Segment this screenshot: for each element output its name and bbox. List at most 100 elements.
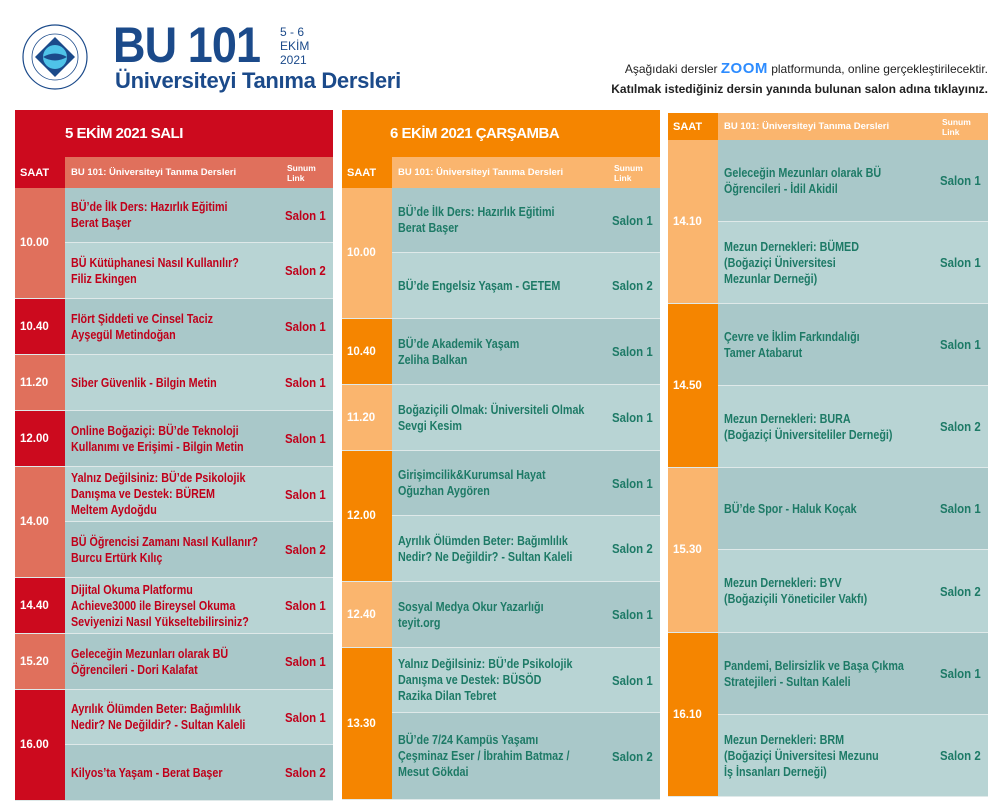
salon-link[interactable]: Salon 1 [612, 410, 660, 425]
salon-link-label[interactable]: Salon 1 [612, 410, 653, 425]
session-row[interactable]: BÜ Kütüphanesi Nasıl Kullanılır? Filiz Ek… [65, 243, 333, 298]
session-title-line: Nedir? Ne Değildir? - Sultan Kaleli [398, 549, 573, 564]
salon-link-label[interactable]: Salon 1 [940, 501, 981, 516]
salon-link[interactable]: Salon 2 [285, 765, 333, 780]
salon-link[interactable]: Salon 1 [612, 673, 660, 688]
salon-link[interactable]: Salon 1 [285, 598, 333, 613]
salon-link[interactable]: Salon 2 [285, 263, 333, 278]
session-title-line: BÜ’de Engelsiz Yaşam - GETEM [398, 278, 561, 293]
salon-link-label[interactable]: Salon 2 [612, 278, 653, 293]
session-row[interactable]: Sosyal Medya Okur Yazarlığı teyit.org Salo… [392, 582, 660, 647]
salon-link-label[interactable]: Salon 2 [285, 542, 326, 557]
slot-time: 13.30 [342, 648, 392, 799]
session-row[interactable]: Çevre ve İklim Farkındalığı Tamer Atabaru… [718, 304, 988, 386]
salon-link-label[interactable]: Salon 1 [612, 475, 653, 491]
session-row[interactable]: Ayrılık Ölümden Beter: Bağımlılık Nedir? … [392, 516, 660, 581]
session-row[interactable]: BÜ’de Engelsiz Yaşam - GETEM Salon 2 [392, 253, 660, 318]
session-row[interactable]: Boğaziçili Olmak: Üniversiteli Olmak Sevg… [392, 385, 660, 450]
table-header: SAAT BU 101: Üniversiteyi Tanıma Dersleri… [342, 157, 660, 188]
salon-link-label[interactable]: Salon 1 [285, 709, 326, 725]
salon-link-label[interactable]: Salon 2 [612, 541, 653, 556]
time-slot: 13.30 Yalnız Değilsiniz: BÜ’de Psikolojik… [342, 648, 660, 800]
page-subtitle: Üniversiteyi Tanıma Dersleri [115, 68, 401, 93]
salon-link-label[interactable]: Salon 2 [940, 419, 981, 434]
session-row[interactable]: Dijital Okuma Platformu Achieve3000 ile B… [65, 578, 333, 633]
salon-link-label[interactable]: Salon 1 [940, 255, 981, 270]
time-slot: 16.00 Ayrılık Ölümden Beter: Bağımlılık Ne… [15, 690, 333, 801]
salon-link[interactable]: Salon 2 [285, 542, 333, 557]
session-row[interactable]: BÜ’de Spor - Haluk Koçak Salon 1 [718, 468, 988, 550]
header-link-line: Link [287, 172, 305, 183]
salon-link[interactable]: Salon 1 [940, 255, 988, 270]
salon-link[interactable]: Salon 1 [940, 337, 988, 352]
salon-link-label[interactable]: Salon 2 [285, 765, 326, 780]
salon-link-label[interactable]: Salon 2 [612, 748, 653, 764]
session-row[interactable]: Girişimcilik&Kurumsal Hayat Oğuzhan Aygör… [392, 451, 660, 516]
salon-link-label[interactable]: Salon 1 [285, 375, 326, 390]
salon-link-label[interactable]: Salon 2 [940, 748, 981, 763]
session-row[interactable]: Geleceğin Mezunları olarak BÜ Öğrencileri… [65, 634, 333, 689]
salon-link[interactable]: Salon 2 [940, 419, 988, 434]
salon-link[interactable]: Salon 1 [612, 213, 660, 228]
session-row[interactable]: Siber Güvenlik - Bilgin Metin Salon 1 [65, 355, 333, 410]
salon-link[interactable]: Salon 1 [940, 173, 988, 188]
session-row[interactable]: Yalnız Değilsiniz: BÜ’de Psikolojik Danış… [65, 467, 333, 522]
session-row[interactable]: Geleceğin Mezunları olarak BÜ Öğrencileri… [718, 140, 988, 222]
slot-time: 12.40 [342, 582, 392, 647]
session-row[interactable]: Yalnız Değilsiniz: BÜ’de Psikolojik Danış… [392, 648, 660, 713]
salon-link-label[interactable]: Salon 1 [612, 607, 653, 622]
salon-link-label[interactable]: Salon 1 [285, 654, 326, 669]
session-row[interactable]: Kilyos’ta Yaşam - Berat Başer Salon 2 [65, 745, 333, 800]
session-row[interactable]: Mezun Dernekleri: BRM (Boğaziçi Üniversit… [718, 715, 988, 796]
salon-link-label[interactable]: Salon 1 [612, 212, 653, 228]
salon-link-label[interactable]: Salon 1 [285, 207, 326, 223]
slot-time: 16.10 [668, 633, 718, 796]
session-list: Online Boğaziçi: BÜ’de Teknoloji Kullanım… [65, 411, 333, 466]
salon-link[interactable]: Salon 1 [285, 487, 333, 502]
salon-link-label[interactable]: Salon 1 [285, 598, 326, 613]
session-row[interactable]: BÜ Öğrencisi Zamanı Nasıl Kullanır? Burcu… [65, 522, 333, 577]
salon-link-label[interactable]: Salon 2 [285, 263, 326, 278]
session-title: Mezun Dernekleri: BRM (Boğaziçi Üniversit… [718, 732, 940, 780]
salon-link-label[interactable]: Salon 1 [285, 431, 326, 446]
salon-link-label[interactable]: Salon 1 [612, 344, 653, 359]
session-row[interactable]: BÜ’de İlk Ders: Hazırlık Eğitimi Berat Ba… [65, 188, 333, 243]
salon-link[interactable]: Salon 1 [285, 319, 333, 334]
salon-link[interactable]: Salon 1 [285, 431, 333, 446]
salon-link-label[interactable]: Salon 1 [940, 337, 981, 352]
time-slot: 10.40 Flört Şiddeti ve Cinsel Taciz Ayşegü… [15, 299, 333, 355]
salon-link-label[interactable]: Salon 1 [285, 319, 326, 334]
salon-link[interactable]: Salon 1 [940, 501, 988, 516]
session-row[interactable]: BÜ’de İlk Ders: Hazırlık Eğitimi Berat Ba… [392, 188, 660, 253]
session-row[interactable]: Online Boğaziçi: BÜ’de Teknoloji Kullanım… [65, 411, 333, 466]
salon-link[interactable]: Salon 2 [940, 584, 988, 599]
session-row[interactable]: Mezun Dernekleri: BURA (Boğaziçi Üniversi… [718, 386, 988, 467]
salon-link-label[interactable]: Salon 2 [940, 583, 981, 599]
slot-time: 15.30 [668, 468, 718, 632]
salon-link[interactable]: Salon 1 [285, 710, 333, 725]
salon-link[interactable]: Salon 1 [285, 375, 333, 390]
salon-link[interactable]: Salon 2 [940, 748, 988, 763]
salon-link[interactable]: Salon 1 [940, 666, 988, 681]
salon-link[interactable]: Salon 1 [612, 476, 660, 491]
salon-link-label[interactable]: Salon 1 [285, 486, 326, 502]
session-row[interactable]: Flört Şiddeti ve Cinsel Taciz Ayşegül Met… [65, 299, 333, 354]
salon-link[interactable]: Salon 1 [612, 344, 660, 359]
salon-link-label[interactable]: Salon 1 [940, 666, 981, 681]
salon-link-label[interactable]: Salon 1 [940, 173, 981, 188]
salon-link[interactable]: Salon 2 [612, 749, 660, 764]
session-title: Pandemi, Belirsizlik ve Başa Çıkma Strate… [718, 658, 940, 690]
salon-link[interactable]: Salon 2 [612, 278, 660, 293]
session-title-line: Zeliha Balkan [398, 352, 468, 367]
session-row[interactable]: Pandemi, Belirsizlik ve Başa Çıkma Strate… [718, 633, 988, 715]
salon-link[interactable]: Salon 1 [285, 654, 333, 669]
session-row[interactable]: Mezun Dernekleri: BYV (Boğaziçili Yönetic… [718, 550, 988, 632]
salon-link[interactable]: Salon 1 [285, 208, 333, 223]
session-row[interactable]: BÜ’de Akademik Yaşam Zeliha Balkan Salon 1 [392, 319, 660, 384]
salon-link[interactable]: Salon 1 [612, 607, 660, 622]
salon-link-label[interactable]: Salon 1 [612, 672, 653, 688]
session-row[interactable]: Mezun Dernekleri: BÜMED (Boğaziçi Ünivers… [718, 222, 988, 303]
salon-link[interactable]: Salon 2 [612, 541, 660, 556]
session-row[interactable]: BÜ’de 7/24 Kampüs Yaşamı Çeşminaz Eser / … [392, 713, 660, 799]
session-row[interactable]: Ayrılık Ölümden Beter: Bağımlılık Nedir? … [65, 690, 333, 745]
